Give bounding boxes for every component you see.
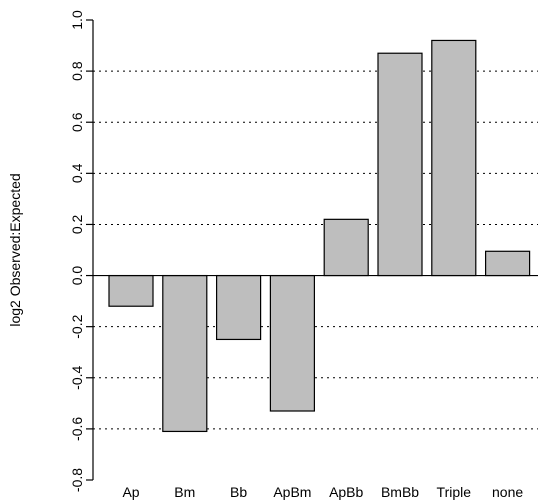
x-tick-label: Bm xyxy=(174,484,195,500)
bar-ap xyxy=(108,274,154,307)
x-tick-label: BmBb xyxy=(381,484,419,500)
y-axis-title: log2 Observed:Expected xyxy=(7,173,23,326)
bars xyxy=(108,39,531,433)
bar-apbb xyxy=(323,218,369,277)
y-tick-label: 0.8 xyxy=(69,61,85,81)
bar-none xyxy=(485,250,531,277)
x-tick-label: ApBm xyxy=(273,484,311,500)
y-tick-label: 0.4 xyxy=(69,163,85,183)
bar-bm xyxy=(162,274,208,433)
bar-bmbb xyxy=(377,52,423,277)
y-tick-label: -0.4 xyxy=(69,366,85,390)
y-tick-label: -0.2 xyxy=(69,314,85,338)
x-tick-label: ApBb xyxy=(329,484,363,500)
y-tick-label: 0.0 xyxy=(69,266,85,286)
category-labels: Ap Bm Bb ApBm ApBb BmBb Triple none xyxy=(122,484,523,500)
y-tick-label: -0.6 xyxy=(69,417,85,441)
y-tick-label: 0.6 xyxy=(69,112,85,132)
y-axis: -0.8 -0.6 -0.4 -0.2 0.0 0.2 0.4 0.6 0.8 1.0 xyxy=(69,10,94,492)
x-tick-label: Triple xyxy=(437,484,472,500)
x-tick-label: none xyxy=(492,484,523,500)
bar-triple xyxy=(431,39,477,277)
y-tick-label: -0.8 xyxy=(69,468,85,492)
y-tick-label: 0.2 xyxy=(69,215,85,235)
bar-bb xyxy=(216,274,262,341)
gridlines xyxy=(93,70,538,430)
x-tick-label: Ap xyxy=(122,484,139,500)
bar-apbm xyxy=(269,274,315,412)
x-tick-label: Bb xyxy=(230,484,247,500)
y-tick-label: 1.0 xyxy=(69,10,85,30)
